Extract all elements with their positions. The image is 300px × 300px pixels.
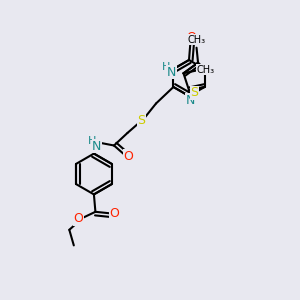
Text: H: H (162, 61, 170, 72)
Text: N: N (185, 94, 195, 107)
Text: S: S (190, 86, 198, 99)
Text: N: N (92, 140, 102, 153)
Text: S: S (138, 114, 146, 128)
Text: N: N (167, 65, 176, 79)
Text: CH₃: CH₃ (188, 35, 206, 45)
Text: H: H (88, 136, 96, 146)
Text: O: O (74, 212, 83, 225)
Text: O: O (187, 31, 196, 44)
Text: O: O (110, 207, 119, 220)
Text: O: O (123, 149, 133, 163)
Text: CH₃: CH₃ (197, 65, 215, 75)
